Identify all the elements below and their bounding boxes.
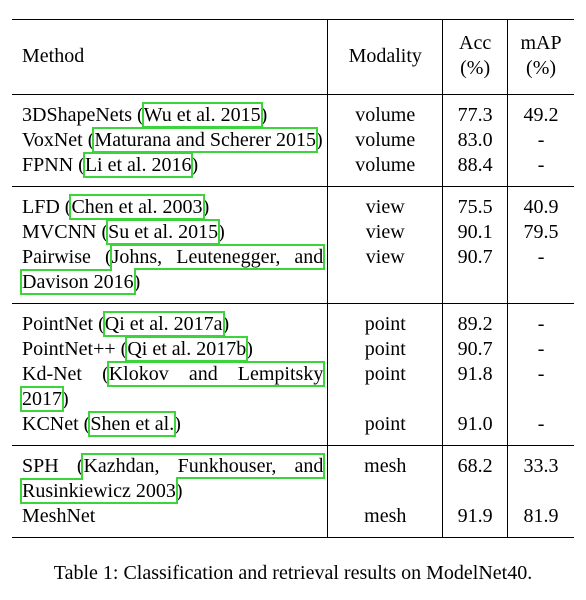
map-cell: - <box>507 303 574 337</box>
modality-cell: mesh <box>327 504 443 538</box>
header-map-line1: mAP <box>520 32 562 54</box>
method-cell: FPNN (Li et al. 2016) <box>22 152 199 178</box>
table-row: 3DShapeNets (Wu et al. 2015) volume 77.3 49… <box>12 94 574 128</box>
modality-cell: view <box>327 186 443 220</box>
map-cell: - <box>507 362 574 412</box>
map-cell: 81.9 <box>507 504 574 538</box>
map-cell: 49.2 <box>507 94 574 128</box>
method-name: MeshNet <box>22 505 96 527</box>
method-cell: KCNet (Shen et al.) <box>22 411 181 437</box>
method-name: PointNet <box>22 313 94 335</box>
method-name: SPH <box>22 455 59 477</box>
modality-cell: point <box>327 412 443 446</box>
modality-cell: volume <box>327 94 443 128</box>
header-modality: Modality <box>327 19 443 95</box>
method-cell: PointNet (Qi et al. 2017a) <box>22 311 230 337</box>
method-cell: 3DShapeNets (Wu et al. 2015) <box>22 102 268 128</box>
method-cell: LFD (Chen et al. 2003) <box>22 194 210 220</box>
table-caption: Table 1: Classification and retrieval re… <box>53 562 533 584</box>
acc-cell: 89.2 <box>442 303 508 337</box>
results-table: Method Modality Acc (%) mAP (%) 3DShapeN… <box>12 19 574 538</box>
map-cell: 79.5 <box>507 220 574 245</box>
method-name: PointNet++ <box>22 338 116 360</box>
map-cell: 40.9 <box>507 186 574 220</box>
citation-link[interactable]: Chen et al. 2003 <box>69 194 205 220</box>
modality-cell: volume <box>327 128 443 153</box>
table-header-row: Method Modality Acc (%) mAP (%) <box>12 19 574 95</box>
acc-cell: 83.0 <box>442 128 508 153</box>
map-cell: - <box>507 412 574 446</box>
acc-cell: 77.3 <box>442 94 508 128</box>
citation-link[interactable]: Klokov and Lempitsky 2017 <box>19 361 326 412</box>
header-acc: Acc (%) <box>442 19 508 95</box>
method-name: 3DShapeNets <box>22 104 132 126</box>
method-cell: SPH (Kazhdan, Funkhouser, and Rusinkiewi… <box>19 453 326 504</box>
method-name: Kd-Net <box>22 363 82 385</box>
modality-cell: volume <box>327 153 443 187</box>
table-row: KCNet (Shen et al.) point 91.0- <box>12 411 574 446</box>
method-name: Pairwise <box>22 246 91 268</box>
method-cell: VoxNet (Maturana and Scherer 2015) <box>22 127 323 153</box>
map-cell: - <box>507 337 574 362</box>
acc-cell: 68.2 <box>442 445 508 504</box>
table-row: FPNN (Li et al. 2016) volume 88.4- <box>12 152 574 187</box>
acc-cell: 90.7 <box>442 245 508 304</box>
table-row: PointNet (Qi et al. 2017a) point 89.2- <box>12 303 574 337</box>
acc-cell: 91.0 <box>442 412 508 446</box>
table-row: LFD (Chen et al. 2003) view 75.5 40.9 <box>12 186 574 220</box>
acc-cell: 88.4 <box>442 153 508 187</box>
modality-cell: mesh <box>327 445 443 504</box>
citation-link[interactable]: Kazhdan, Funkhouser, and Rusinkiewicz 20… <box>19 453 326 504</box>
acc-cell: 90.1 <box>442 220 508 245</box>
header-acc-line1: Acc <box>459 32 492 54</box>
method-name: VoxNet <box>22 129 83 151</box>
acc-cell: 91.9 <box>442 504 508 538</box>
method-cell: MVCNN (Su et al. 2015) <box>22 219 225 245</box>
method-name: MVCNN <box>22 221 97 243</box>
method-cell: MeshNet <box>12 504 328 538</box>
method-name: LFD <box>22 196 60 218</box>
table-row: PointNet++ (Qi et al. 2017b) point 90.7- <box>12 336 574 362</box>
table-row: MVCNN (Su et al. 2015) view 90.1 79.5 <box>12 219 574 245</box>
citation-link[interactable]: Qi et al. 2017a <box>102 311 225 337</box>
modality-cell: point <box>327 362 443 412</box>
citation-link[interactable]: Li et al. 2016 <box>82 152 194 178</box>
citation-link[interactable]: Shen et al. <box>88 411 177 437</box>
method-cell: Kd-Net (Klokov and Lempitsky 2017) <box>19 361 326 412</box>
acc-cell: 75.5 <box>442 186 508 220</box>
method-name: KCNet <box>22 413 79 435</box>
table-row: VoxNet (Maturana and Scherer 2015) volume… <box>12 127 574 153</box>
map-cell: - <box>507 128 574 153</box>
citation-link[interactable]: Johns, Leutenegger, and Davison 2016 <box>19 244 326 295</box>
map-cell: - <box>507 245 574 304</box>
table-row: MeshNet mesh 91.9 81.9 <box>12 504 574 538</box>
citation-link[interactable]: Su et al. 2015 <box>106 219 221 245</box>
modality-cell: point <box>327 337 443 362</box>
header-map-line2: (%) <box>526 57 557 79</box>
citation-link[interactable]: Qi et al. 2017b <box>125 336 249 362</box>
table-row: SPH (Kazhdan, Funkhouser, and Rusinkiewi… <box>12 445 574 504</box>
acc-cell: 91.8 <box>442 362 508 412</box>
table-row: Kd-Net (Klokov and Lempitsky 2017) point 9… <box>12 361 574 412</box>
modality-cell: point <box>327 303 443 337</box>
citation-link[interactable]: Wu et al. 2015 <box>141 102 263 128</box>
table-row: Pairwise (Johns, Leutenegger, and Daviso… <box>12 244 574 304</box>
method-cell: Pairwise (Johns, Leutenegger, and Daviso… <box>19 244 326 295</box>
method-name: FPNN <box>22 154 74 176</box>
map-cell: - <box>507 153 574 187</box>
method-cell: PointNet++ (Qi et al. 2017b) <box>22 336 253 362</box>
modality-cell: view <box>327 245 443 304</box>
acc-cell: 90.7 <box>442 337 508 362</box>
modality-cell: view <box>327 220 443 245</box>
header-acc-line2: (%) <box>460 57 491 79</box>
results-table-container: Method Modality Acc (%) mAP (%) 3DShapeN… <box>12 19 574 538</box>
citation-link[interactable]: Maturana and Scherer 2015 <box>92 127 319 153</box>
header-method: Method <box>22 44 85 67</box>
header-map: mAP (%) <box>507 19 574 95</box>
map-cell: 33.3 <box>507 445 574 504</box>
